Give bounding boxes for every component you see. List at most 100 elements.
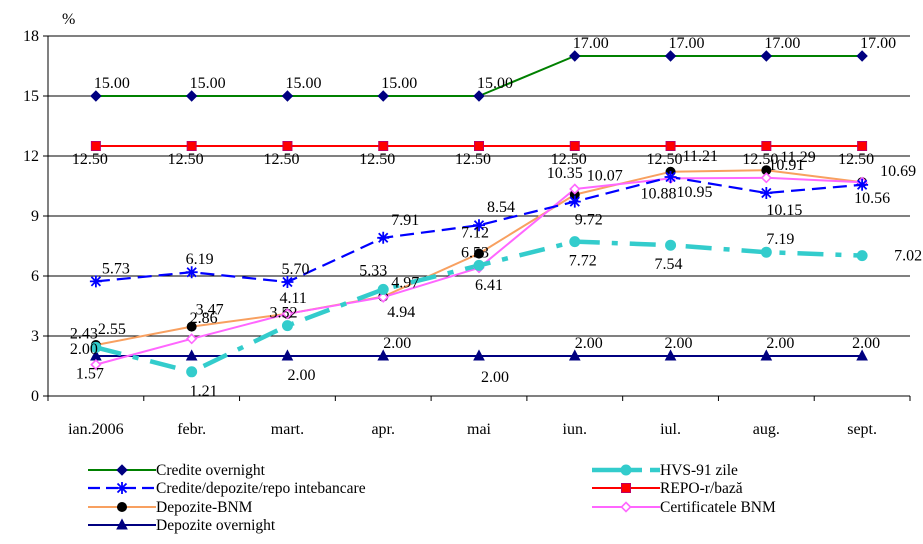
data-point: [665, 239, 677, 251]
legend-marker: [116, 464, 128, 476]
y-tick-label: 9: [31, 208, 39, 225]
legend-marker: [620, 464, 632, 476]
data-point: [760, 50, 773, 62]
data-label: 4.94: [387, 304, 415, 321]
data-point: [568, 349, 581, 361]
data-point: [473, 219, 485, 232]
y-tick-label: 12: [23, 148, 39, 165]
data-point: [90, 90, 102, 102]
data-label: 2.86: [190, 310, 218, 327]
x-tick-label: mart.: [271, 421, 304, 438]
legend-item: Certificatele BNM: [592, 499, 776, 516]
data-label: 2.00: [852, 335, 880, 352]
legend-marker: [116, 482, 128, 494]
legend: Credite overnight HVS-91 zile Credite/depo…: [88, 462, 776, 534]
data-point: [473, 349, 485, 361]
data-point: [281, 320, 293, 332]
x-tick-label: aug.: [753, 421, 780, 438]
data-point: [760, 172, 772, 184]
axes: 0 3 6 9 12 15 18 ian.2006 febr. mart. apr. mai iun. i…: [23, 28, 911, 438]
data-point: [281, 90, 294, 102]
y-tick-label: 3: [31, 328, 39, 345]
data-label: 12.50: [359, 151, 395, 168]
data-point: [569, 183, 581, 195]
data-label: 11.29: [780, 149, 815, 166]
data-point: [664, 349, 677, 361]
data-label: 12.50: [455, 151, 491, 168]
data-label: 7.91: [391, 212, 419, 229]
data-point: [856, 349, 868, 361]
data-point: [761, 141, 772, 151]
data-point: [473, 90, 485, 102]
legend-item: HVS-91 zile: [592, 462, 738, 479]
legend-label: Credite/depozite/repo intebancare: [156, 480, 366, 497]
data-label: 10.69: [880, 163, 916, 180]
data-label: 5.70: [281, 261, 309, 278]
x-tick-label: mai: [467, 421, 492, 438]
data-label: 6.19: [186, 251, 214, 268]
data-label: 6.41: [475, 277, 503, 294]
data-point: [378, 141, 389, 151]
y-tick-label: 18: [23, 28, 39, 45]
data-label: 10.95: [677, 184, 713, 201]
data-label: 10.88: [641, 185, 677, 202]
data-point: [185, 349, 198, 361]
data-label: 10.07: [587, 168, 623, 185]
data-label: 7.12: [461, 225, 489, 242]
y-tick-label: 0: [31, 388, 39, 405]
data-labels: 15.00 15.00 15.00 15.00 15.00 17.00 17.00 17.00…: [70, 35, 922, 400]
data-label: 15.00: [285, 75, 321, 92]
legend-item: REPO-r/bază: [592, 480, 743, 497]
legend-label: Depozite-BNM: [156, 499, 253, 516]
data-label: 10.15: [766, 202, 802, 219]
data-label: 15.00: [477, 75, 513, 92]
data-point: [281, 349, 294, 361]
data-point: [281, 308, 294, 320]
data-label: 10.91: [768, 157, 804, 174]
data-label: 7.19: [766, 231, 794, 248]
data-point: [760, 187, 773, 199]
data-label: 2.00: [665, 335, 693, 352]
data-point: [186, 321, 197, 332]
data-label: 5.73: [102, 260, 130, 277]
data-label: 3.47: [196, 302, 224, 319]
data-label: 5.33: [359, 262, 387, 279]
legend-label: Certificatele BNM: [660, 499, 776, 516]
data-label: 15.00: [190, 75, 226, 92]
data-point: [186, 333, 198, 345]
data-label: 9.72: [575, 212, 603, 229]
data-point: [377, 90, 389, 102]
data-label: 2.55: [98, 321, 126, 338]
data-point: [90, 141, 101, 151]
x-tick-label: apr.: [371, 421, 395, 438]
data-point: [185, 90, 198, 102]
data-point: [856, 50, 868, 62]
legend-item: Credite overnight: [88, 462, 266, 479]
data-label: 17.00: [860, 35, 896, 52]
data-label: 3.52: [269, 305, 297, 322]
data-point: [569, 50, 581, 62]
data-point: [377, 349, 390, 361]
x-tick-label: iun.: [563, 421, 587, 438]
data-label: 10.35: [547, 165, 583, 182]
data-point: [186, 141, 197, 151]
y-tick-label: 15: [23, 88, 39, 105]
data-point: [281, 276, 294, 288]
data-label: 15.00: [381, 75, 417, 92]
data-point: [377, 291, 389, 303]
y-axis-label: %: [62, 11, 75, 28]
data-point: [856, 250, 868, 262]
data-label: 12.50: [72, 151, 108, 168]
data-label: 2.00: [481, 369, 509, 386]
data-label: 4.97: [391, 275, 419, 292]
data-label: 12.50: [168, 151, 204, 168]
legend-label: REPO-r/bază: [660, 480, 743, 497]
data-label: 7.72: [569, 253, 597, 270]
data-point: [760, 246, 772, 258]
legend-marker: [620, 501, 632, 513]
data-label: 1.21: [190, 383, 218, 400]
data-label: 2.00: [575, 335, 603, 352]
x-tick-label: ian.2006: [68, 421, 124, 438]
data-label: 7.54: [655, 256, 683, 273]
